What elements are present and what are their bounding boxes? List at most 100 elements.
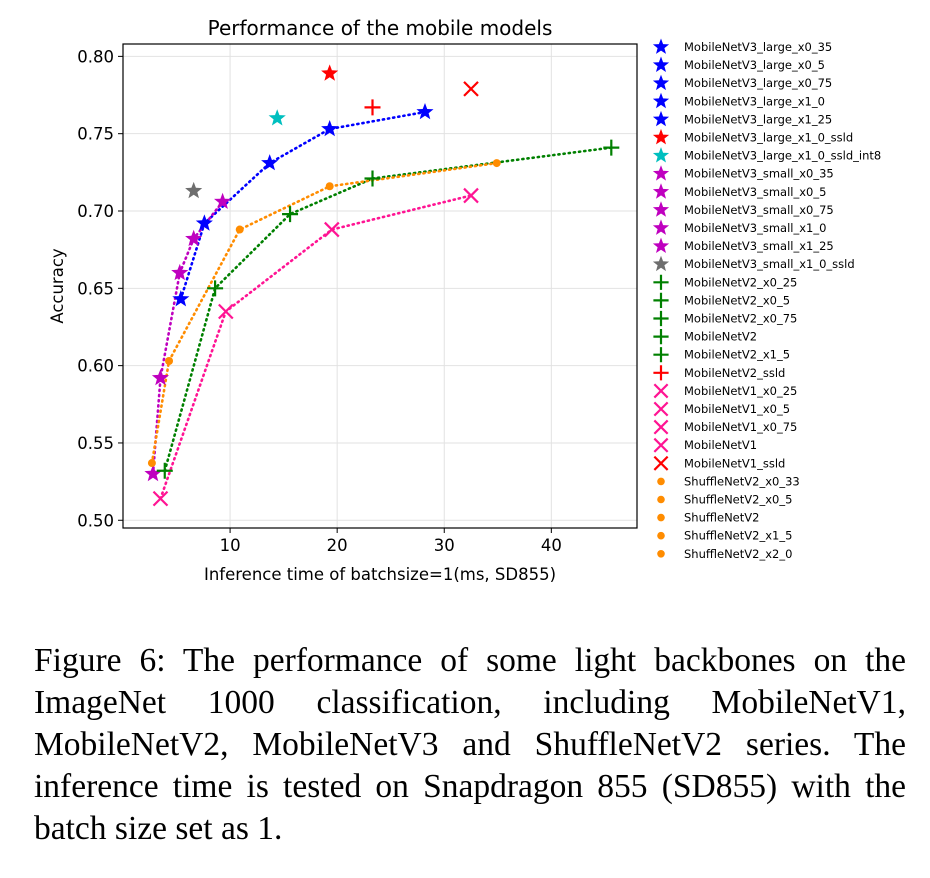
point-mobilenetv2 [364, 170, 381, 187]
dot-shape [657, 513, 665, 522]
point-mobilenetv3-large-x0-75 [261, 154, 279, 171]
legend-entry-mobilenetv2-x0-5: MobileNetV2_x0_5 [653, 292, 790, 308]
legend-entry-shufflenetv2-x0-33: ShuffleNetV2_x0_33 [657, 474, 800, 488]
chart-title: Performance of the mobile models [208, 16, 553, 40]
legend-marker [652, 183, 670, 199]
plus-shape [653, 329, 669, 345]
legend-label: MobileNetV3_large_x1_25 [684, 112, 832, 126]
star-shape [652, 74, 670, 91]
legend-entry-mobilenetv2: MobileNetV2 [653, 329, 757, 345]
legend-label: MobileNetV3_large_x0_5 [684, 58, 825, 72]
point-mobilenetv1-x0-5 [218, 303, 234, 320]
legend-entry-mobilenetv3-small-x0-5: MobileNetV3_small_x0_5 [652, 183, 826, 199]
legend-marker [657, 531, 665, 540]
legend-label: MobileNetV1_x0_25 [684, 384, 797, 398]
legend-entry-shufflenetv2-x2-0: ShuffleNetV2_x2_0 [657, 547, 792, 561]
x-shape [653, 437, 669, 453]
legend-entry-mobilenetv3-small-x0-75: MobileNetV3_small_x0_75 [652, 201, 834, 217]
point-shufflenetv2-x2-0 [492, 159, 501, 168]
legend-entry-mobilenetv3-small-x1-25: MobileNetV3_small_x1_25 [652, 237, 834, 253]
plus-shape [364, 170, 381, 187]
legend-entry-mobilenetv3-small-x1-0-ssld: MobileNetV3_small_x1_0_ssld [652, 255, 855, 271]
dot-shape [657, 495, 665, 504]
legend-label: MobileNetV2_ssld [684, 366, 785, 380]
legend-marker [652, 38, 670, 54]
legend-label: ShuffleNetV2_x0_33 [684, 474, 800, 488]
legend-label: MobileNetV2 [684, 330, 757, 344]
star-shape [172, 290, 190, 307]
point-mobilenetv3-small-x1-0-ssld [185, 181, 203, 199]
star-shape [652, 110, 670, 127]
point-mobilenetv3-large-x1-0 [321, 120, 339, 137]
legend-marker [653, 310, 669, 327]
legend-label: MobileNetV3_large_x0_35 [684, 40, 832, 54]
star-shape [652, 38, 670, 54]
legend-label: MobileNetV1_x0_5 [684, 402, 790, 416]
legend-entry-shufflenetv2-x1-5: ShuffleNetV2_x1_5 [657, 529, 792, 543]
legend-label: MobileNetV1_ssld [684, 456, 785, 470]
legend-marker [652, 219, 670, 235]
x-tick-label: 20 [327, 536, 348, 555]
plus-shape [364, 99, 381, 116]
dot-shape [657, 477, 665, 486]
plus-shape [653, 365, 669, 381]
point-shufflenetv2 [235, 225, 244, 234]
star-shape [652, 237, 670, 253]
legend-label: MobileNetV3_small_x0_35 [684, 167, 834, 181]
point-mobilenetv3-large-x0-5 [195, 214, 213, 231]
x-tick-label: 30 [434, 536, 455, 555]
legend-entry-mobilenetv1-x0-75: MobileNetV1_x0_75 [653, 419, 797, 435]
star-shape [321, 120, 339, 137]
x-tick-label: 40 [541, 536, 562, 555]
star-shape [144, 464, 162, 482]
legend-entry-mobilenetv3-large-x1-0: MobileNetV3_large_x1_0 [652, 92, 825, 109]
point-shufflenetv2-x0-33 [147, 459, 156, 468]
star-shape [185, 229, 203, 247]
legend-entry-mobilenetv2-ssld: MobileNetV2_ssld [653, 365, 785, 381]
legend-label: ShuffleNetV2_x2_0 [684, 547, 792, 561]
star-shape [652, 92, 670, 109]
legend-entry-mobilenetv1: MobileNetV1 [653, 437, 757, 453]
legend-marker [653, 347, 669, 363]
legend-marker [652, 201, 670, 217]
legend-marker [653, 401, 669, 417]
dot-shape [657, 550, 665, 558]
star-shape [195, 214, 213, 231]
legend-label: MobileNetV2_x0_75 [684, 312, 797, 326]
point-mobilenetv2-x0-25 [156, 462, 173, 479]
legend-label: MobileNetV3_large_x0_75 [684, 76, 832, 90]
legend-marker [652, 56, 670, 72]
legend-label: MobileNetV3_small_x0_75 [684, 203, 834, 217]
legend-entry-mobilenetv3-large-x0-75: MobileNetV3_large_x0_75 [652, 74, 832, 91]
legend-entry-mobilenetv3-large-x1-0-ssld: MobileNetV3_large_x1_0_ssld [652, 128, 853, 145]
point-shufflenetv2-x1-5 [325, 182, 334, 191]
legend-entry-mobilenetv3-small-x0-35: MobileNetV3_small_x0_35 [652, 165, 834, 181]
star-shape [268, 109, 286, 126]
point-mobilenetv3-large-x1-25 [416, 103, 434, 120]
legend-marker [657, 513, 665, 522]
plus-shape [653, 274, 669, 290]
x-shape [324, 221, 340, 238]
legend-marker [653, 292, 669, 308]
plus-shape [282, 206, 299, 223]
dot-shape [147, 459, 156, 468]
legend-label: MobileNetV3_large_x1_0_ssld_int8 [684, 149, 881, 163]
point-mobilenetv1-x0-75 [324, 221, 340, 238]
x-shape [653, 383, 669, 399]
y-tick-label: 0.55 [77, 434, 114, 453]
legend-entry-mobilenetv1-ssld: MobileNetV1_ssld [653, 455, 785, 471]
legend-entry-mobilenetv1-x0-25: MobileNetV1_x0_25 [653, 383, 797, 399]
star-shape [652, 201, 670, 217]
star-shape [652, 219, 670, 235]
x-tick-label: 10 [220, 536, 241, 555]
point-mobilenetv2-ssld [364, 99, 381, 116]
legend-marker [657, 477, 665, 486]
legend-label: MobileNetV3_large_x1_0 [684, 94, 825, 108]
legend-label: MobileNetV3_small_x0_5 [684, 185, 826, 199]
y-tick-label: 0.70 [77, 202, 114, 221]
dot-shape [657, 531, 665, 540]
star-shape [652, 147, 670, 163]
legend-marker [652, 128, 670, 145]
legend-marker [652, 237, 670, 253]
legend-label: MobileNetV2_x0_5 [684, 293, 790, 307]
